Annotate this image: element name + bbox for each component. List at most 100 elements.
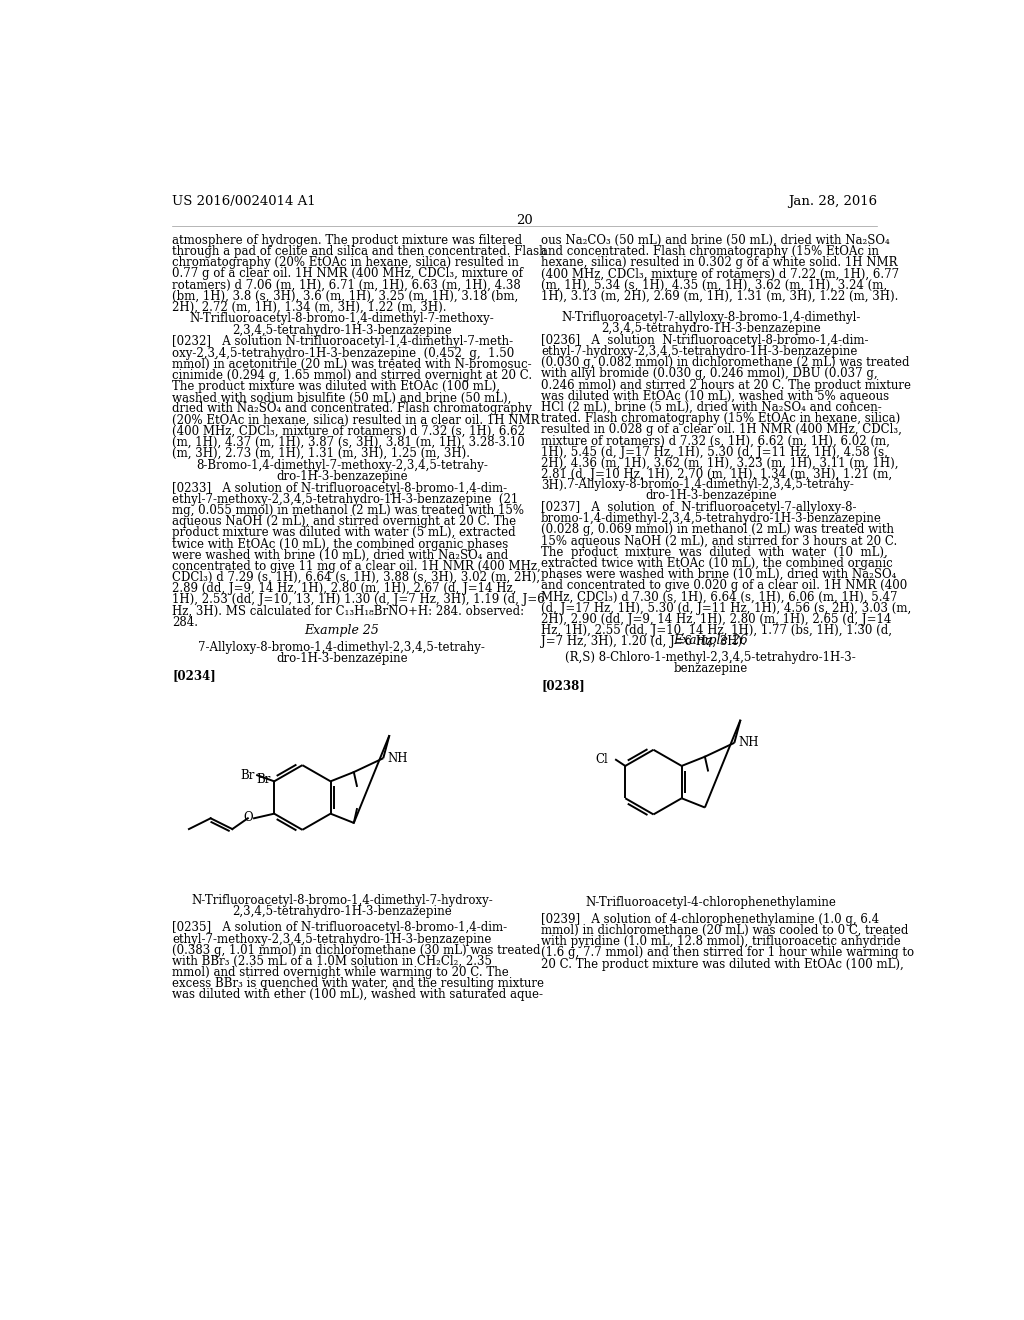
Text: Example 25: Example 25 (304, 624, 379, 638)
Text: (m, 1H), 4.37 (m, 1H), 3.87 (s, 3H), 3.81 (m, 1H), 3.28-3.10: (m, 1H), 4.37 (m, 1H), 3.87 (s, 3H), 3.8… (172, 436, 525, 449)
Text: (1.6 g, 7.7 mmol) and then stirred for 1 hour while warming to: (1.6 g, 7.7 mmol) and then stirred for 1… (541, 946, 914, 960)
Text: 2.81 (d, J=10 Hz, 1H), 2.70 (m, 1H), 1.34 (m, 3H), 1.21 (m,: 2.81 (d, J=10 Hz, 1H), 2.70 (m, 1H), 1.3… (541, 469, 892, 480)
Text: [0233]   A solution of N-trifluoroacetyl-8-bromo-1,4-dim-: [0233] A solution of N-trifluoroacetyl-8… (172, 482, 507, 495)
Text: 20 C. The product mixture was diluted with EtOAc (100 mL),: 20 C. The product mixture was diluted wi… (541, 958, 904, 970)
Text: dried with Na₂SO₄ and concentrated. Flash chromatography: dried with Na₂SO₄ and concentrated. Flas… (172, 403, 532, 416)
Text: rotamers) d 7.06 (m, 1H), 6.71 (m, 1H), 6.63 (m, 1H), 4.38: rotamers) d 7.06 (m, 1H), 6.71 (m, 1H), … (172, 279, 521, 292)
Text: was diluted with ether (100 mL), washed with saturated aque-: was diluted with ether (100 mL), washed … (172, 989, 543, 1002)
Text: oxy-2,3,4,5-tetrahydro-1H-3-benzazepine  (0.452  g,  1.50: oxy-2,3,4,5-tetrahydro-1H-3-benzazepine … (172, 347, 514, 359)
Text: and concentrated to give 0.020 g of a clear oil. 1H NMR (400: and concentrated to give 0.020 g of a cl… (541, 579, 907, 593)
Text: O: O (244, 810, 253, 824)
Text: 284.: 284. (172, 615, 199, 628)
Text: Cl: Cl (596, 754, 608, 767)
Text: [0232]   A solution N-trifluoroacetyl-1,4-dimethyl-7-meth-: [0232] A solution N-trifluoroacetyl-1,4-… (172, 335, 513, 348)
Text: Example 26: Example 26 (674, 635, 749, 647)
Text: (m, 1H), 5.34 (s, 1H), 4.35 (m, 1H), 3.62 (m, 1H), 3.24 (m,: (m, 1H), 5.34 (s, 1H), 4.35 (m, 1H), 3.6… (541, 279, 887, 292)
Text: [0238]: [0238] (541, 678, 585, 692)
Text: (m, 3H), 2.73 (m, 1H), 1.31 (m, 3H), 1.25 (m, 3H).: (m, 3H), 2.73 (m, 1H), 1.31 (m, 3H), 1.2… (172, 447, 470, 461)
Text: (20% EtOAc in hexane, silica) resulted in a clear oil. 1H NMR: (20% EtOAc in hexane, silica) resulted i… (172, 413, 540, 426)
Text: aqueous NaOH (2 mL), and stirred overnight at 20 C. The: aqueous NaOH (2 mL), and stirred overnig… (172, 515, 516, 528)
Text: 1H), 3.13 (m, 2H), 2.69 (m, 1H), 1.31 (m, 3H), 1.22 (m, 3H).: 1H), 3.13 (m, 2H), 2.69 (m, 1H), 1.31 (m… (541, 289, 898, 302)
Text: Hz, 1H), 2.55 (dd, J=10, 14 Hz, 1H), 1.77 (bs, 1H), 1.30 (d,: Hz, 1H), 2.55 (dd, J=10, 14 Hz, 1H), 1.7… (541, 624, 892, 636)
Text: atmosphere of hydrogen. The product mixture was filtered: atmosphere of hydrogen. The product mixt… (172, 234, 522, 247)
Text: Jan. 28, 2016: Jan. 28, 2016 (788, 194, 878, 207)
Text: 15% aqueous NaOH (2 mL), and stirred for 3 hours at 20 C.: 15% aqueous NaOH (2 mL), and stirred for… (541, 535, 897, 548)
Text: 2H), 4.36 (m, 1H), 3.62 (m, 1H), 3.23 (m, 1H), 3.11 (m, 1H),: 2H), 4.36 (m, 1H), 3.62 (m, 1H), 3.23 (m… (541, 457, 899, 470)
Text: 2.89 (dd, J=9, 14 Hz, 1H), 2.80 (m, 1H), 2.67 (d, J=14 Hz,: 2.89 (dd, J=9, 14 Hz, 1H), 2.80 (m, 1H),… (172, 582, 516, 595)
Text: N-Trifluoroacetyl-4-chlorophenethylamine: N-Trifluoroacetyl-4-chlorophenethylamine (586, 896, 837, 909)
Text: 20: 20 (516, 214, 534, 227)
Text: ethyl-7-methoxy-2,3,4,5-tetrahydro-1H-3-benzazepine  (21: ethyl-7-methoxy-2,3,4,5-tetrahydro-1H-3-… (172, 492, 518, 506)
Text: 0.246 mmol) and stirred 2 hours at 20 C. The product mixture: 0.246 mmol) and stirred 2 hours at 20 C.… (541, 379, 911, 392)
Text: J=7 Hz, 3H), 1.20 (d, J=6 Hz, 3H).: J=7 Hz, 3H), 1.20 (d, J=6 Hz, 3H). (541, 635, 745, 648)
Text: cinimide (0.294 g, 1.65 mmol) and stirred overnight at 20 C.: cinimide (0.294 g, 1.65 mmol) and stirre… (172, 370, 532, 381)
Text: mixture of rotamers) d 7.32 (s, 1H), 6.62 (m, 1H), 6.02 (m,: mixture of rotamers) d 7.32 (s, 1H), 6.6… (541, 434, 890, 447)
Text: phases were washed with brine (10 mL), dried with Na₂SO₄: phases were washed with brine (10 mL), d… (541, 568, 896, 581)
Text: hexane, silica) resulted in 0.302 g of a white solid. 1H NMR: hexane, silica) resulted in 0.302 g of a… (541, 256, 898, 269)
Text: 8-Bromo-1,4-dimethyl-7-methoxy-2,3,4,5-tetrahy-: 8-Bromo-1,4-dimethyl-7-methoxy-2,3,4,5-t… (196, 459, 487, 471)
Text: (bm, 1H), 3.8 (s, 3H), 3.6 (m, 1H), 3.25 (m, 1H), 3.18 (bm,: (bm, 1H), 3.8 (s, 3H), 3.6 (m, 1H), 3.25… (172, 289, 518, 302)
Text: dro-1H-3-benzazepine: dro-1H-3-benzazepine (645, 490, 776, 502)
Text: were washed with brine (10 mL), dried with Na₂SO₄ and: were washed with brine (10 mL), dried wi… (172, 549, 509, 562)
Text: 7-Allyloxy-8-bromo-1,4-dimethyl-2,3,4,5-tetrahy-: 7-Allyloxy-8-bromo-1,4-dimethyl-2,3,4,5-… (199, 642, 485, 655)
Text: mmol) and stirred overnight while warming to 20 C. The: mmol) and stirred overnight while warmin… (172, 966, 509, 979)
Text: N-Trifluoroacetyl-8-bromo-1,4-dimethyl-7-methoxy-: N-Trifluoroacetyl-8-bromo-1,4-dimethyl-7… (189, 313, 495, 326)
Text: [0234]: [0234] (172, 669, 216, 682)
Text: 2,3,4,5-tetrahydro-1H-3-benzazepine: 2,3,4,5-tetrahydro-1H-3-benzazepine (232, 906, 452, 917)
Text: 2H), 2.90 (dd, J=9, 14 Hz, 1H), 2.80 (m, 1H), 2.65 (d, J=14: 2H), 2.90 (dd, J=9, 14 Hz, 1H), 2.80 (m,… (541, 612, 892, 626)
Text: with pyridine (1.0 mL, 12.8 mmol), trifluoroacetic anhydride: with pyridine (1.0 mL, 12.8 mmol), trifl… (541, 936, 901, 948)
Text: (d, J=17 Hz, 1H), 5.30 (d, J=11 Hz, 1H), 4.56 (s, 2H), 3.03 (m,: (d, J=17 Hz, 1H), 5.30 (d, J=11 Hz, 1H),… (541, 602, 911, 615)
Text: 2,3,4,5-tetrahydro-1H-3-benzazepine: 2,3,4,5-tetrahydro-1H-3-benzazepine (601, 322, 820, 335)
Text: The  product  mixture  was  diluted  with  water  (10  mL),: The product mixture was diluted with wat… (541, 545, 888, 558)
Text: resulted in 0.028 g of a clear oil. 1H NMR (400 MHz, CDCl₃,: resulted in 0.028 g of a clear oil. 1H N… (541, 424, 902, 437)
Text: Hz, 3H). MS calculated for C₁₃H₁₈BrNO+H: 284. observed:: Hz, 3H). MS calculated for C₁₃H₁₈BrNO+H:… (172, 605, 524, 618)
Text: and concentrated. Flash chromatography (15% EtOAc in: and concentrated. Flash chromatography (… (541, 246, 879, 257)
Text: 3H).: 3H). (541, 479, 567, 492)
Text: dro-1H-3-benzazepine: dro-1H-3-benzazepine (276, 470, 408, 483)
Text: washed with sodium bisulfite (50 mL) and brine (50 mL),: washed with sodium bisulfite (50 mL) and… (172, 391, 512, 404)
Text: benzazepine: benzazepine (674, 663, 748, 676)
Text: [0235]   A solution of N-trifluoroacetyl-8-bromo-1,4-dim-: [0235] A solution of N-trifluoroacetyl-8… (172, 921, 507, 935)
Text: with allyl bromide (0.030 g, 0.246 mmol), DBU (0.037 g,: with allyl bromide (0.030 g, 0.246 mmol)… (541, 367, 878, 380)
Text: NH: NH (738, 737, 759, 750)
Text: ous Na₂CO₃ (50 mL) and brine (50 mL), dried with Na₂SO₄: ous Na₂CO₃ (50 mL) and brine (50 mL), dr… (541, 234, 890, 247)
Text: chromatography (20% EtOAc in hexane, silica) resulted in: chromatography (20% EtOAc in hexane, sil… (172, 256, 519, 269)
Text: N-Trifluoroacetyl-8-bromo-1,4-dimethyl-7-hydroxy-: N-Trifluoroacetyl-8-bromo-1,4-dimethyl-7… (191, 894, 493, 907)
Text: [0239]   A solution of 4-chlorophenethylamine (1.0 g, 6.4: [0239] A solution of 4-chlorophenethylam… (541, 913, 880, 927)
Text: trated. Flash chromatography (15% EtOAc in hexane, silica): trated. Flash chromatography (15% EtOAc … (541, 412, 900, 425)
Text: excess BBr₃ is quenched with water, and the resulting mixture: excess BBr₃ is quenched with water, and … (172, 977, 544, 990)
Text: extracted twice with EtOAc (10 mL), the combined organic: extracted twice with EtOAc (10 mL), the … (541, 557, 893, 570)
Text: through a pad of celite and silica and then concentrated. Flash: through a pad of celite and silica and t… (172, 246, 547, 257)
Text: (400 MHz, CDCl₃, mixture of rotamers) d 7.32 (s, 1H), 6.62: (400 MHz, CDCl₃, mixture of rotamers) d … (172, 425, 525, 438)
Text: dro-1H-3-benzazepine: dro-1H-3-benzazepine (276, 652, 408, 665)
Text: product mixture was diluted with water (5 mL), extracted: product mixture was diluted with water (… (172, 527, 516, 540)
Text: ethyl-7-methoxy-2,3,4,5-tetrahydro-1H-3-benzazepine: ethyl-7-methoxy-2,3,4,5-tetrahydro-1H-3-… (172, 933, 492, 945)
Text: 0.77 g of a clear oil. 1H NMR (400 MHz, CDCl₃, mixture of: 0.77 g of a clear oil. 1H NMR (400 MHz, … (172, 268, 523, 280)
Text: (0.030 g, 0.082 mmol) in dichloromethane (2 mL) was treated: (0.030 g, 0.082 mmol) in dichloromethane… (541, 356, 909, 370)
Text: CDCl₃) d 7.29 (s, 1H), 6.64 (s, 1H), 3.88 (s, 3H), 3.02 (m, 2H),: CDCl₃) d 7.29 (s, 1H), 6.64 (s, 1H), 3.8… (172, 572, 541, 585)
Text: The product mixture was diluted with EtOAc (100 mL),: The product mixture was diluted with EtO… (172, 380, 500, 393)
Text: [0236]   A  solution  N-trifluoroacetyl-8-bromo-1,4-dim-: [0236] A solution N-trifluoroacetyl-8-br… (541, 334, 868, 347)
Text: MHz, CDCl₃) d 7.30 (s, 1H), 6.64 (s, 1H), 6.06 (m, 1H), 5.47: MHz, CDCl₃) d 7.30 (s, 1H), 6.64 (s, 1H)… (541, 590, 898, 603)
Text: bromo-1,4-dimethyl-2,3,4,5-tetrahydro-1H-3-benzazepine: bromo-1,4-dimethyl-2,3,4,5-tetrahydro-1H… (541, 512, 882, 525)
Text: mg, 0.055 mmol) in methanol (2 mL) was treated with 15%: mg, 0.055 mmol) in methanol (2 mL) was t… (172, 504, 524, 517)
Text: 1H), 2.53 (dd, J=10, 13, 1H) 1.30 (d, J=7 Hz, 3H), 1.19 (d, J=6: 1H), 2.53 (dd, J=10, 13, 1H) 1.30 (d, J=… (172, 594, 545, 606)
Text: (R,S) 8-Chloro-1-methyl-2,3,4,5-tetrahydro-1H-3-: (R,S) 8-Chloro-1-methyl-2,3,4,5-tetrahyd… (565, 651, 856, 664)
Text: mmol) in dichloromethane (20 mL) was cooled to 0 C, treated: mmol) in dichloromethane (20 mL) was coo… (541, 924, 908, 937)
Text: 2,3,4,5-tetrahydro-1H-3-benzazepine: 2,3,4,5-tetrahydro-1H-3-benzazepine (232, 323, 452, 337)
Text: HCl (2 mL), brine (5 mL), dried with Na₂SO₄ and concen-: HCl (2 mL), brine (5 mL), dried with Na₂… (541, 401, 882, 414)
Text: 1H), 5.45 (d, J=17 Hz, 1H), 5.30 (d, J=11 Hz, 1H), 4.58 (s,: 1H), 5.45 (d, J=17 Hz, 1H), 5.30 (d, J=1… (541, 446, 888, 458)
Text: (0.383 g, 1.01 mmol) in dichloromethane (30 mL) was treated: (0.383 g, 1.01 mmol) in dichloromethane … (172, 944, 541, 957)
Text: Br: Br (241, 768, 255, 781)
Text: ethyl-7-hydroxy-2,3,4,5-tetrahydro-1H-3-benzazepine: ethyl-7-hydroxy-2,3,4,5-tetrahydro-1H-3-… (541, 345, 857, 358)
Text: N-Trifluoroacetyl-7-allyloxy-8-bromo-1,4-dimethyl-: N-Trifluoroacetyl-7-allyloxy-8-bromo-1,4… (561, 312, 860, 323)
Text: 2H), 2.72 (m, 1H), 1.34 (m, 3H), 1.22 (m, 3H).: 2H), 2.72 (m, 1H), 1.34 (m, 3H), 1.22 (m… (172, 301, 446, 314)
Text: Br: Br (257, 774, 271, 787)
Text: (0.028 g, 0.069 mmol) in methanol (2 mL) was treated with: (0.028 g, 0.069 mmol) in methanol (2 mL)… (541, 524, 894, 536)
Text: 7-Allyloxy-8-bromo-1,4-dimethyl-2,3,4,5-tetrahy-: 7-Allyloxy-8-bromo-1,4-dimethyl-2,3,4,5-… (567, 478, 854, 491)
Text: was diluted with EtOAc (10 mL), washed with 5% aqueous: was diluted with EtOAc (10 mL), washed w… (541, 389, 889, 403)
Text: concentrated to give 11 mg of a clear oil. 1H NMR (400 MHz,: concentrated to give 11 mg of a clear oi… (172, 560, 541, 573)
Text: US 2016/0024014 A1: US 2016/0024014 A1 (172, 194, 315, 207)
Text: twice with EtOAc (10 mL), the combined organic phases: twice with EtOAc (10 mL), the combined o… (172, 537, 509, 550)
Text: NH: NH (387, 751, 408, 764)
